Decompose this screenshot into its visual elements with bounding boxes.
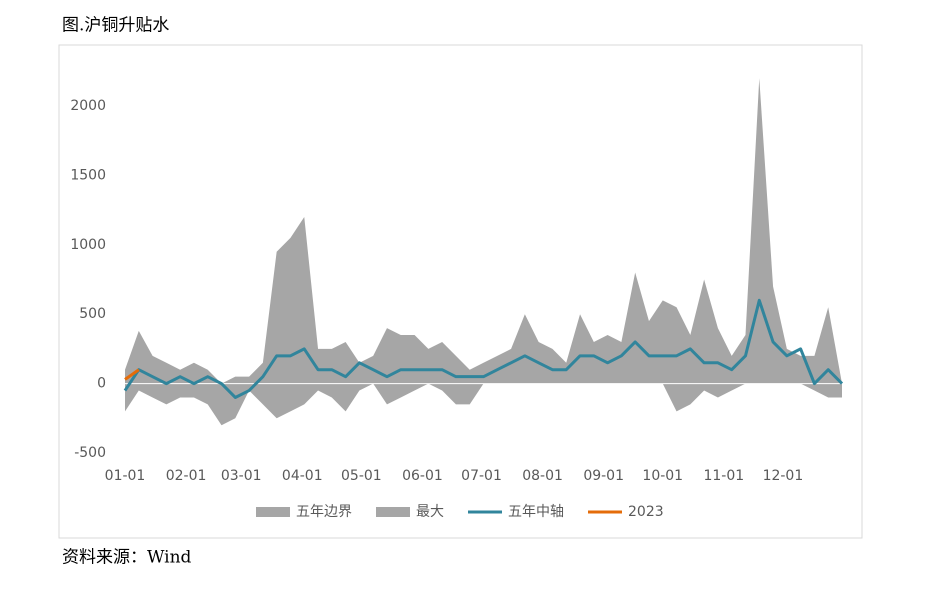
x-tick-label: 01-01 xyxy=(105,468,146,484)
y-tick-label: 0 xyxy=(97,376,106,392)
x-tick-label: 06-01 xyxy=(402,468,443,484)
x-tick-label: 11-01 xyxy=(703,468,744,484)
area xyxy=(125,376,842,426)
source: 资料来源：Wind xyxy=(62,548,192,568)
x-tick-label: 12-01 xyxy=(763,468,804,484)
area xyxy=(125,78,842,384)
chart-title: 图.沪铜升贴水 xyxy=(62,16,169,36)
x-tick-label: 04-01 xyxy=(282,468,323,484)
y-tick-label: 1000 xyxy=(70,237,106,253)
legend-label: 五年边界 xyxy=(296,504,352,520)
x-tick-label: 03-01 xyxy=(221,468,262,484)
legend-label: 五年中轴 xyxy=(508,504,564,520)
y-tick-label: -500 xyxy=(74,445,106,461)
line xyxy=(123,298,844,399)
x-tick-label: 02-01 xyxy=(166,468,207,484)
x-tick-label: 07-01 xyxy=(461,468,502,484)
plot-frame xyxy=(58,44,863,539)
y-tick-label: 500 xyxy=(79,306,106,322)
legend-label: 最大 xyxy=(416,504,444,520)
legend-label: 2023 xyxy=(628,504,664,520)
legend-swatch xyxy=(376,507,410,517)
line xyxy=(124,368,140,381)
x-tick-label: 05-01 xyxy=(341,468,382,484)
x-tick-label: 08-01 xyxy=(522,468,563,484)
legend-swatch xyxy=(256,507,290,517)
y-tick-label: 2000 xyxy=(70,98,106,114)
x-tick-label: 10-01 xyxy=(642,468,683,484)
x-tick-label: 09-01 xyxy=(583,468,624,484)
y-tick-label: 1500 xyxy=(70,167,106,183)
